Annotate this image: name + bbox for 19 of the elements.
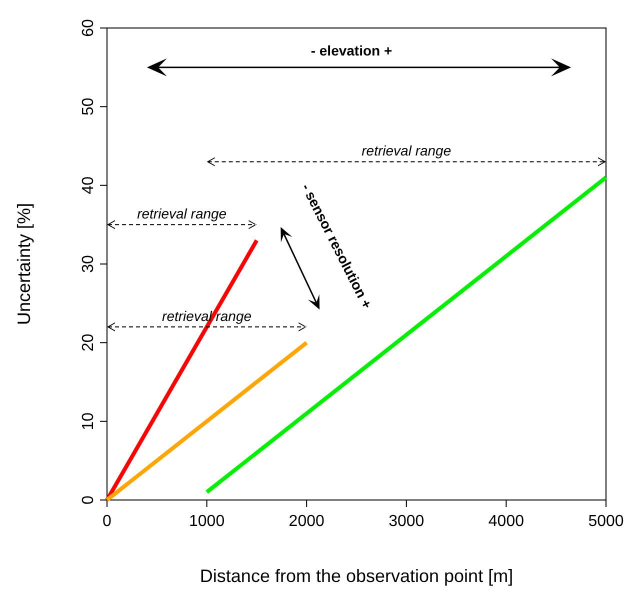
x-tick-label: 2000 bbox=[288, 513, 324, 530]
y-axis-title: Uncertainty [%] bbox=[14, 202, 34, 326]
annotation: retrieval range bbox=[137, 206, 227, 222]
x-tick-label: 4000 bbox=[488, 513, 524, 530]
y-tick-label: 30 bbox=[80, 255, 97, 273]
y-tick-label: 0 bbox=[80, 495, 97, 504]
annotation: retrieval range bbox=[362, 142, 452, 159]
x-tick-label: 5000 bbox=[588, 513, 624, 530]
x-tick-label: 0 bbox=[102, 513, 112, 530]
annotation: - elevation + bbox=[310, 42, 392, 59]
x-tick-label: 1000 bbox=[189, 513, 225, 530]
y-tick-label: 20 bbox=[80, 334, 97, 352]
x-tick-label: 3000 bbox=[388, 513, 424, 530]
y-tick-label: 40 bbox=[80, 176, 97, 194]
y-tick-label: 50 bbox=[80, 98, 97, 116]
y-tick-label: 10 bbox=[80, 412, 97, 430]
x-axis-title: Distance from the observation point [m] bbox=[200, 566, 514, 586]
y-tick-label: 60 bbox=[80, 19, 97, 37]
annotation: retrieval range bbox=[162, 308, 252, 324]
